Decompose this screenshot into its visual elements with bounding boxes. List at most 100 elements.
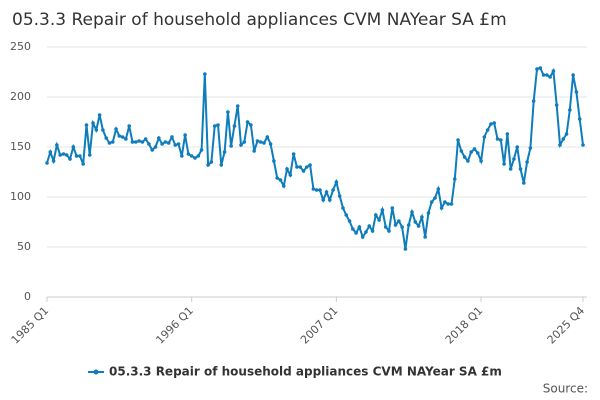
data-point — [452, 177, 457, 181]
data-point — [502, 162, 506, 166]
data-point — [143, 137, 148, 141]
data-point — [341, 206, 345, 210]
chart-title: 05.3.3 Repair of household appliances CV… — [12, 10, 507, 30]
data-point — [288, 173, 293, 177]
y-tick-label: 200 — [10, 90, 31, 103]
data-point — [157, 136, 161, 140]
data-point — [403, 247, 408, 251]
data-point — [242, 140, 247, 144]
data-point — [170, 135, 174, 139]
y-tick-label: 150 — [10, 140, 31, 153]
data-point — [45, 161, 49, 165]
data-point — [235, 104, 240, 108]
data-point — [104, 136, 108, 140]
y-tick-label: 0 — [24, 290, 31, 303]
data-point — [472, 147, 477, 151]
data-point — [226, 110, 230, 114]
data-point — [147, 142, 151, 146]
data-point — [97, 113, 102, 117]
data-point — [160, 142, 164, 146]
data-point — [459, 149, 464, 153]
data-point — [150, 148, 155, 152]
data-point — [531, 99, 536, 103]
data-point — [420, 215, 424, 219]
data-point — [561, 137, 566, 141]
data-point — [64, 153, 69, 157]
data-point — [311, 187, 316, 191]
data-point — [347, 219, 352, 223]
data-point — [380, 208, 385, 212]
x-tick-label: 1996 Q1 — [153, 304, 196, 347]
data-point — [193, 156, 197, 160]
legend-marker — [93, 369, 99, 375]
data-point — [525, 160, 529, 164]
data-point — [153, 145, 158, 149]
data-point — [245, 120, 250, 124]
series-line — [46, 66, 584, 250]
data-point — [180, 154, 184, 158]
data-point — [479, 159, 483, 163]
data-point — [446, 202, 450, 206]
legend-label: 05.3.3 Repair of household appliances CV… — [109, 365, 502, 379]
data-point — [413, 220, 418, 224]
data-point — [577, 117, 582, 121]
data-point — [229, 144, 233, 148]
data-point — [410, 210, 414, 214]
data-point — [55, 143, 59, 147]
data-point — [357, 225, 362, 229]
data-point — [318, 188, 322, 192]
data-point — [81, 162, 85, 166]
data-point — [295, 165, 299, 169]
data-point — [199, 148, 204, 152]
data-point — [360, 235, 365, 239]
data-point — [367, 224, 372, 228]
data-point — [189, 154, 194, 158]
data-point — [196, 154, 201, 158]
data-point — [101, 128, 105, 132]
data-point — [327, 198, 332, 202]
data-point — [265, 135, 270, 139]
data-point — [515, 145, 520, 149]
data-point — [436, 187, 441, 191]
data-point — [564, 132, 569, 136]
data-point — [528, 146, 533, 150]
data-point — [183, 133, 187, 137]
data-point — [485, 128, 490, 132]
data-point — [206, 163, 210, 167]
data-point — [74, 154, 79, 158]
data-point — [314, 188, 319, 192]
data-point — [304, 165, 309, 169]
data-point — [512, 157, 516, 161]
data-point — [186, 152, 191, 156]
data-point — [78, 154, 82, 158]
data-point — [433, 196, 437, 200]
data-point — [173, 143, 178, 147]
data-point — [51, 159, 56, 163]
data-point — [91, 121, 95, 125]
data-point — [209, 160, 214, 164]
data-point — [216, 123, 220, 127]
data-point — [107, 141, 112, 145]
data-point — [84, 123, 89, 127]
data-point — [308, 163, 312, 167]
data-point — [321, 198, 326, 202]
data-point — [571, 73, 575, 77]
data-point — [456, 138, 460, 142]
data-point — [551, 69, 556, 73]
data-point — [252, 149, 256, 153]
data-point — [285, 167, 289, 171]
data-point — [130, 140, 135, 144]
data-point — [255, 139, 260, 143]
data-point — [68, 157, 72, 161]
data-point — [581, 143, 585, 147]
data-point — [268, 142, 273, 146]
data-point — [87, 153, 92, 157]
data-point — [291, 152, 296, 156]
data-point — [400, 225, 404, 229]
data-point — [337, 194, 342, 198]
data-point — [110, 140, 115, 144]
data-point — [387, 229, 391, 233]
data-point — [278, 178, 283, 182]
data-point — [370, 229, 375, 233]
